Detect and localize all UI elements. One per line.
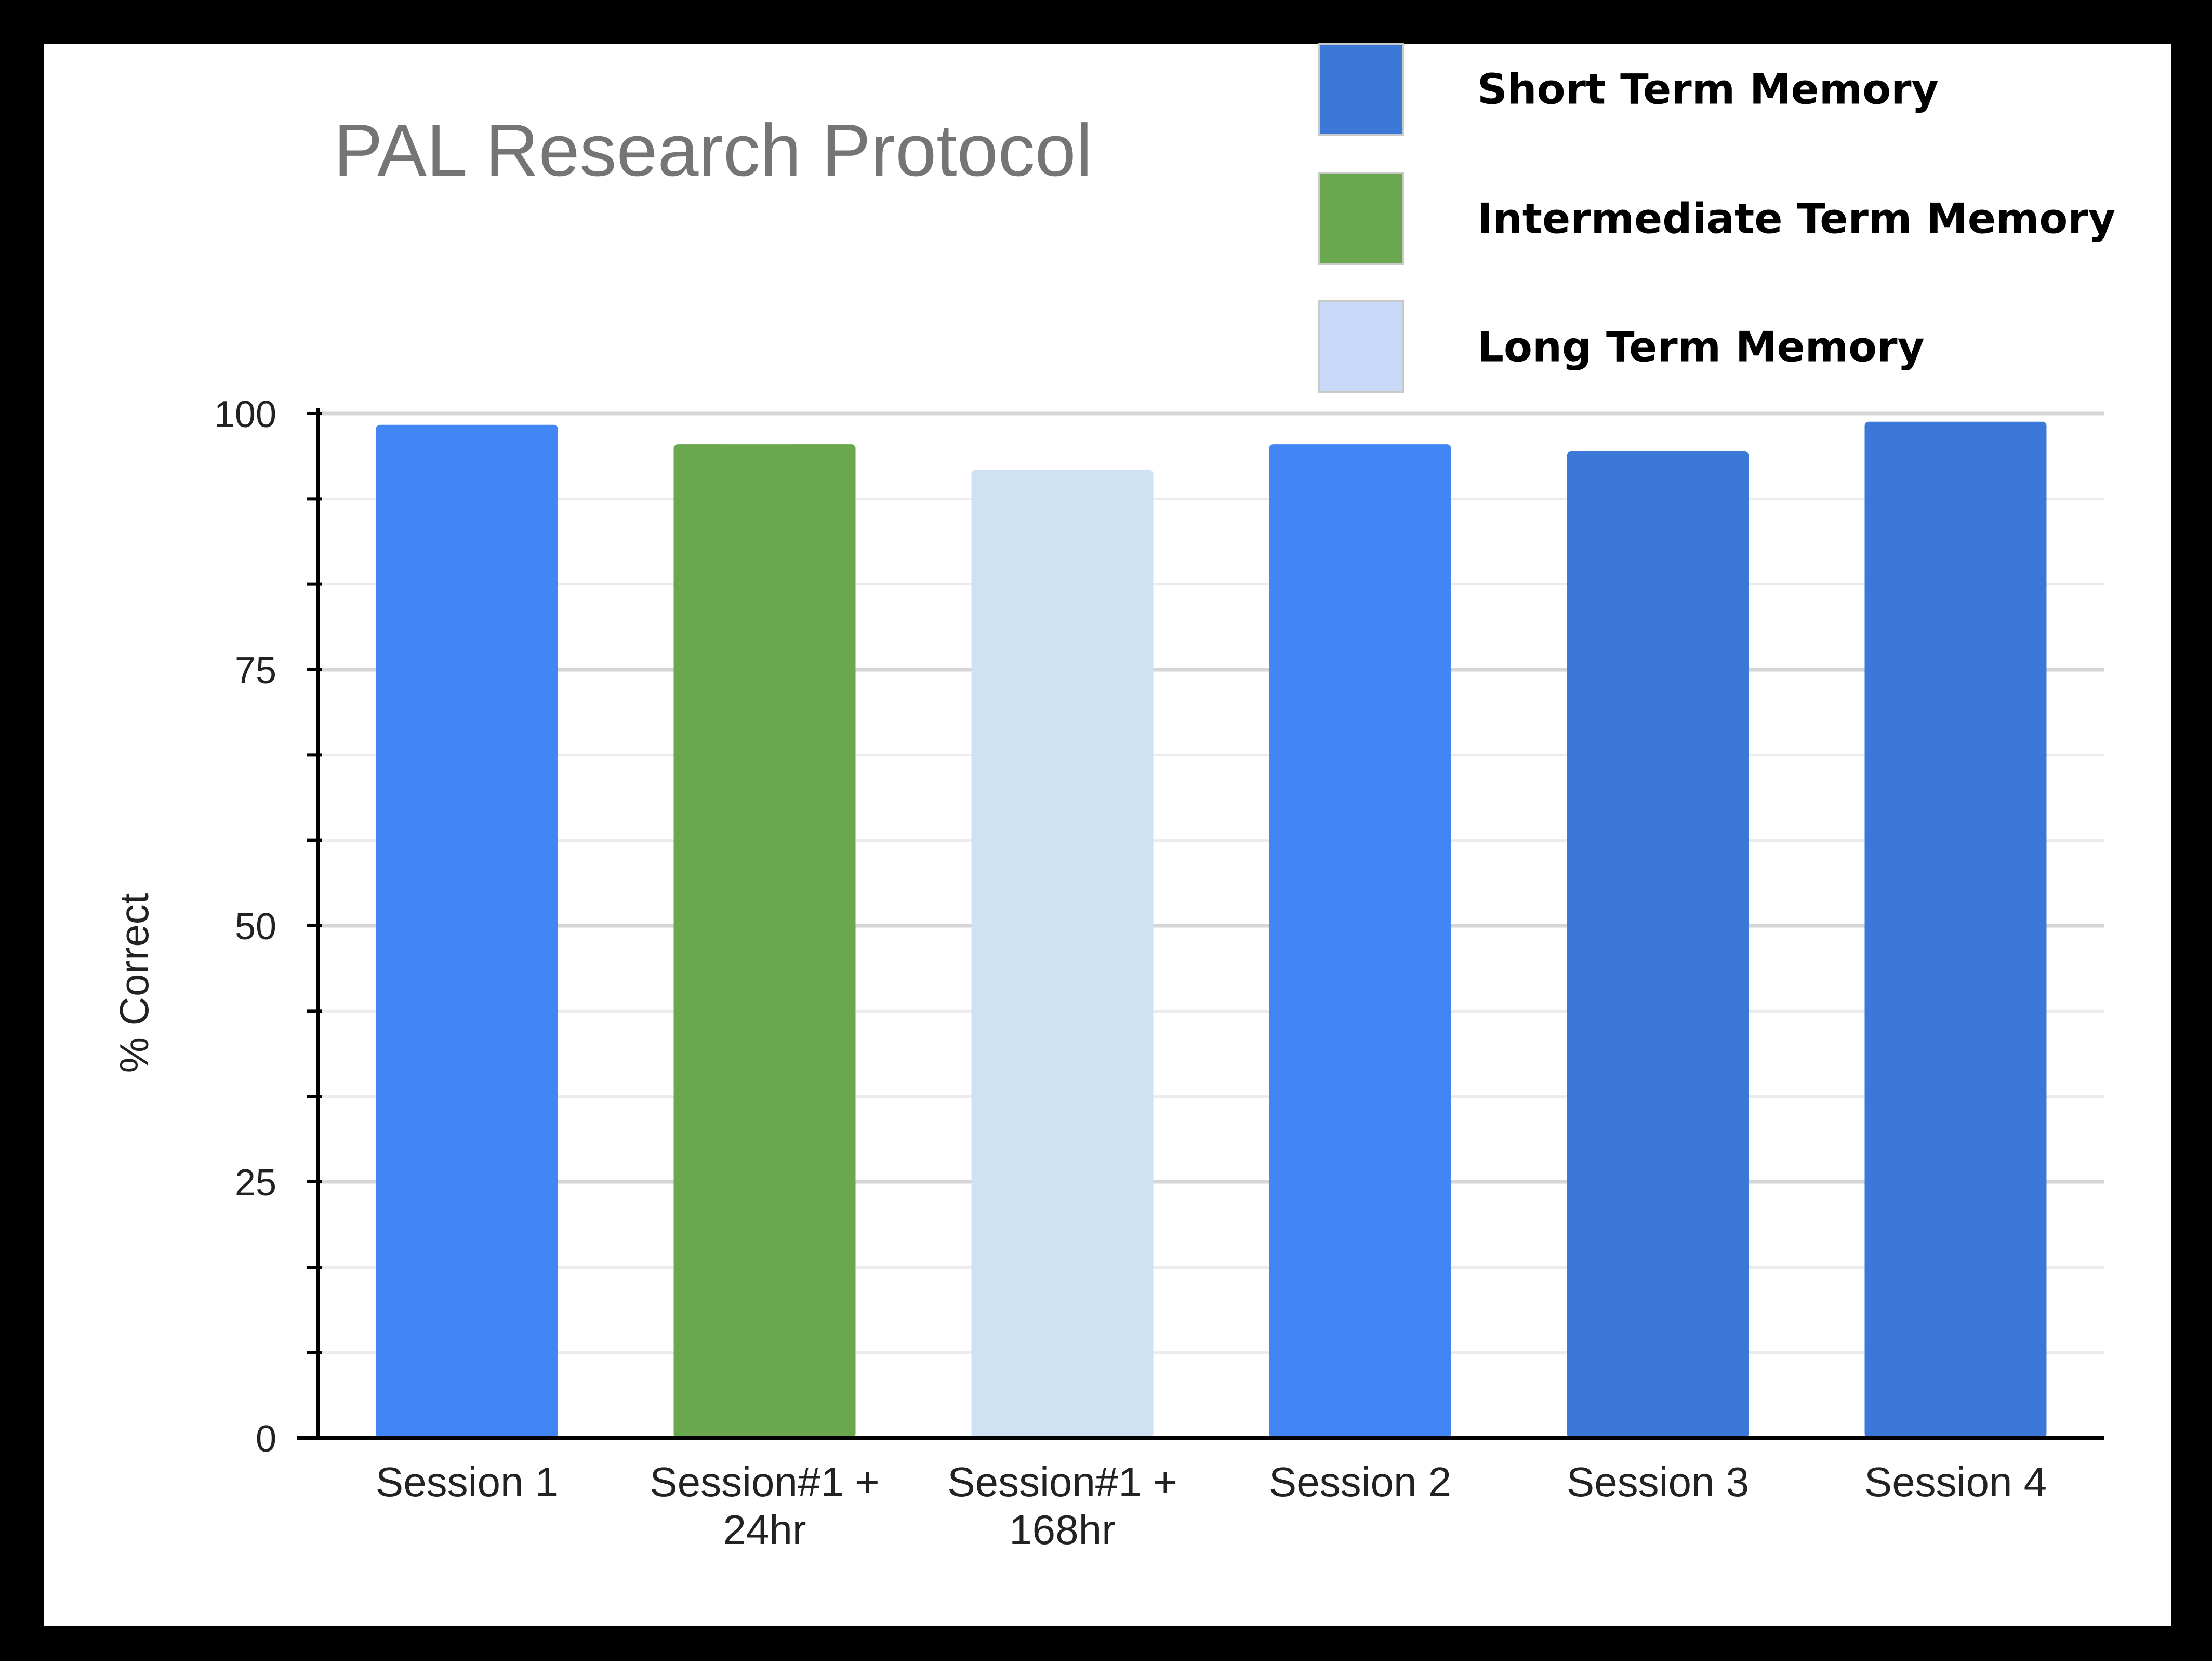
bar bbox=[1269, 444, 1451, 1439]
x-tick-label-line: Session 3 bbox=[1567, 1459, 1749, 1505]
bar bbox=[1864, 421, 2047, 1438]
x-tick-label-line: Session 4 bbox=[1864, 1459, 2047, 1505]
x-tick-label: Session#1 +168hr bbox=[947, 1459, 1177, 1553]
legend-swatch bbox=[1318, 300, 1404, 393]
gridlines bbox=[318, 411, 2104, 1354]
y-tick-label: 100 bbox=[214, 394, 276, 435]
y-tick-label: 75 bbox=[235, 650, 276, 691]
bar bbox=[376, 424, 558, 1438]
y-tick-label: 50 bbox=[235, 906, 276, 948]
y-tick-labels: 0 25 50 75 100 bbox=[214, 394, 276, 1460]
x-tick-label: Session 1 bbox=[376, 1459, 558, 1505]
x-tick-label-line: Session#1 + bbox=[947, 1459, 1177, 1505]
x-tick-label-line: 168hr bbox=[1009, 1507, 1116, 1553]
bars bbox=[376, 421, 2047, 1439]
x-tick-label: Session 2 bbox=[1269, 1459, 1451, 1505]
x-tick-label-line: 24hr bbox=[723, 1507, 806, 1553]
x-tick-label: Session 4 bbox=[1864, 1459, 2047, 1505]
x-tick-label-line: Session#1 + bbox=[650, 1459, 880, 1505]
y-axis-label: % Correct bbox=[111, 893, 157, 1073]
x-tick-label: Session#1 +24hr bbox=[650, 1459, 880, 1553]
legend-label: Long Term Memory bbox=[1477, 323, 1925, 371]
x-tick-label: Session 3 bbox=[1567, 1459, 1749, 1505]
x-tick-label-line: Session 2 bbox=[1269, 1459, 1451, 1505]
y-tick-label: 25 bbox=[235, 1162, 276, 1204]
legend-label: Intermediate Term Memory bbox=[1477, 195, 2115, 243]
legend-swatch bbox=[1318, 172, 1404, 265]
chart-title: PAL Research Protocol bbox=[334, 109, 1092, 192]
legend-label: Short Term Memory bbox=[1477, 65, 1939, 114]
legend: Short Term Memory Intermediate Term Memor… bbox=[1318, 43, 2115, 393]
y-tick-label: 0 bbox=[256, 1418, 276, 1460]
bar bbox=[673, 444, 856, 1439]
x-tick-label-line: Session 1 bbox=[376, 1459, 558, 1505]
axes bbox=[297, 408, 2104, 1440]
bar bbox=[1567, 451, 1749, 1438]
bar bbox=[971, 470, 1154, 1439]
legend-swatch bbox=[1318, 43, 1404, 136]
